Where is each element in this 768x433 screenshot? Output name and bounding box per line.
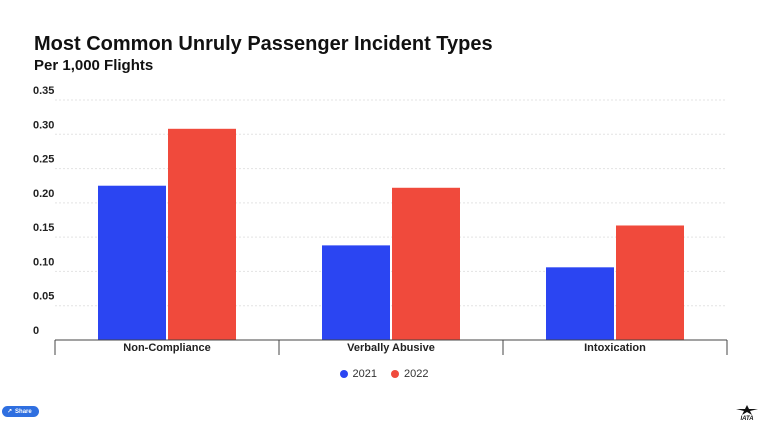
chart-subtitle: Per 1,000 Flights — [34, 57, 154, 74]
bar — [98, 185, 166, 340]
y-tick-label: 0 — [33, 325, 39, 337]
legend-label: 2022 — [404, 368, 429, 380]
x-category-label: Verbally Abusive — [347, 342, 435, 354]
bar — [616, 225, 684, 340]
y-tick-label: 0.10 — [33, 256, 54, 268]
chart-legend: 2021 2022 — [0, 368, 768, 380]
bar — [392, 187, 460, 340]
share-icon: ↗ — [7, 409, 13, 415]
y-tick-label: 0.15 — [33, 222, 54, 234]
y-tick-label: 0.05 — [33, 291, 54, 303]
legend-item: 2022 — [391, 368, 428, 380]
iata-logo-text: IATA — [740, 416, 754, 422]
legend-swatch — [339, 370, 348, 378]
chart-title: Most Common Unruly Passenger Incident Ty… — [34, 33, 493, 55]
y-tick-label: 0.25 — [33, 154, 54, 166]
x-category-label: Non-Compliance — [123, 342, 210, 354]
bar — [546, 267, 614, 340]
iata-logo-icon: IATA — [734, 404, 760, 424]
legend-item: 2021 — [339, 368, 377, 380]
iata-logo-mark — [736, 405, 758, 415]
legend-swatch — [391, 370, 399, 378]
bar — [322, 245, 390, 340]
share-button[interactable]: ↗ Share — [2, 406, 39, 417]
y-tick-label: 0.20 — [33, 188, 54, 200]
legend-label: 2021 — [352, 368, 377, 380]
x-category-label: Intoxication — [584, 342, 646, 354]
y-tick-label: 0.30 — [33, 119, 54, 131]
y-tick-label: 0.35 — [33, 85, 54, 97]
bar — [168, 128, 236, 340]
share-button-label: Share — [15, 408, 32, 415]
